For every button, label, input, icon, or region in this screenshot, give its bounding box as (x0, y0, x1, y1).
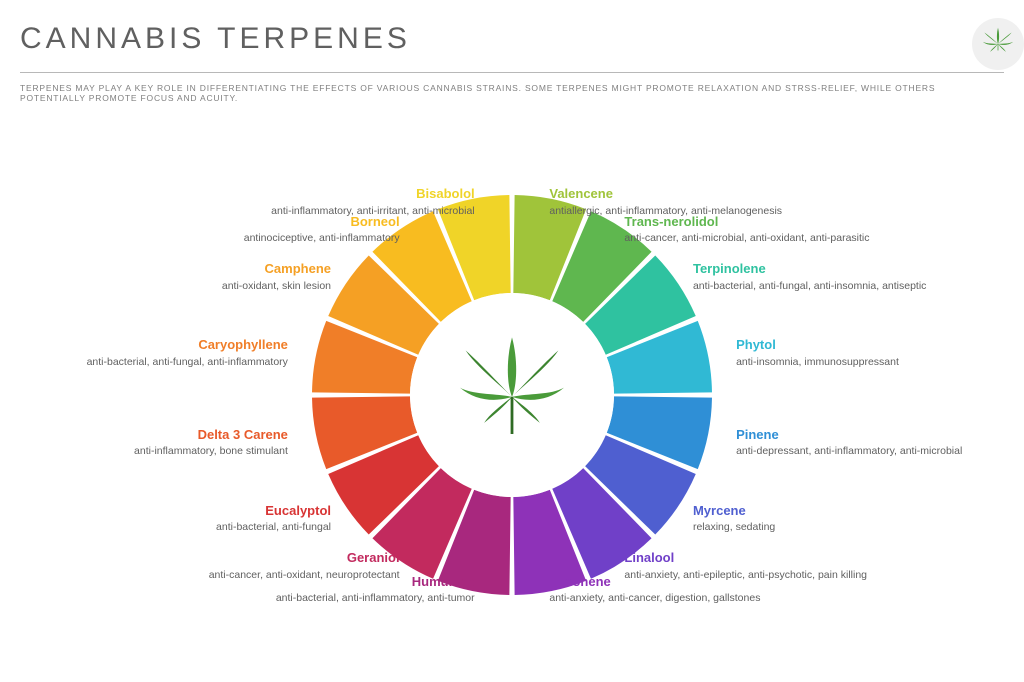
terpene-label: Phytol anti-insomnia, immunosuppressant (736, 336, 996, 369)
terpene-label: Camphene anti-oxidant, skin lesion (71, 260, 331, 293)
cannabis-leaf-icon (980, 26, 1016, 62)
terpene-desc: relaxing, sedating (693, 521, 775, 533)
terpene-desc: anti-bacterial, anti-fungal, anti-insomn… (693, 280, 926, 292)
terpene-name: Terpinolene (693, 260, 953, 278)
terpene-desc: anti-cancer, anti-microbial, anti-oxidan… (624, 232, 869, 244)
logo-badge (972, 18, 1024, 70)
terpene-name: Delta 3 Carene (28, 426, 288, 444)
terpene-label: Limoneneanti-anxiety, anti-cancer, diges… (549, 573, 809, 606)
terpene-name: Limonene (549, 573, 809, 591)
terpene-desc: anti-bacterial, anti-inflammatory, anti-… (276, 592, 475, 604)
terpene-label: Pineneanti-depressant, anti-inflammatory… (736, 426, 996, 459)
terpene-name: Caryophyllene (28, 336, 288, 354)
terpene-name: Eucalyptol (71, 502, 331, 520)
terpene-name: Camphene (71, 260, 331, 278)
terpene-label: Bisabolol anti-inflammatory, anti-irritan… (215, 185, 475, 218)
terpene-label: Eucalyptolanti-bacterial, anti-fungal (71, 502, 331, 535)
terpene-name: Bisabolol (215, 185, 475, 203)
terpene-name: Phytol (736, 336, 996, 354)
terpene-name: Myrcene (693, 502, 953, 520)
page-title: CANNABIS TERPENES (20, 22, 1004, 56)
terpene-desc: anti-insomnia, immunosuppressant (736, 356, 899, 368)
terpene-label: Delta 3 Careneanti-inflammatory, bone st… (28, 426, 288, 459)
terpene-name: Pinene (736, 426, 996, 444)
center-leaf (452, 330, 572, 460)
terpene-desc: anti-bacterial, anti-fungal, anti-inflam… (87, 356, 288, 368)
terpene-label: Caryophyllene anti-bacterial, anti-fungal… (28, 336, 288, 369)
terpene-desc: anti-inflammatory, bone stimulant (134, 445, 288, 457)
terpene-name: Trans-nerolidol (624, 213, 884, 231)
terpene-desc: antinociceptive, anti-inflammatory (244, 232, 400, 244)
terpene-label: Myrcenerelaxing, sedating (693, 502, 953, 535)
terpene-desc: anti-cancer, anti-oxidant, neuroprotecta… (209, 569, 400, 581)
terpene-label: Geraniol anti-cancer, anti-oxidant, neuro… (140, 549, 400, 582)
terpene-name: Geraniol (140, 549, 400, 567)
cannabis-leaf-icon (452, 330, 572, 460)
terpene-label: Trans-nerolidolanti-cancer, anti-microbi… (624, 213, 884, 246)
terpene-desc: anti-depressant, anti-inflammatory, anti… (736, 445, 962, 457)
terpene-name: Valencene (549, 185, 809, 203)
terpene-name: Linalool (624, 549, 884, 567)
terpene-label: Terpinolene anti-bacterial, anti-fungal, … (693, 260, 953, 293)
terpene-desc: anti-anxiety, anti-cancer, digestion, ga… (549, 592, 760, 604)
subtitle: TERPENES MAY PLAY A KEY ROLE IN DIFFEREN… (0, 73, 1024, 103)
terpene-desc: anti-inflammatory, anti-irritant, anti-m… (271, 205, 474, 217)
terpene-desc: anti-oxidant, skin lesion (222, 280, 331, 292)
terpene-desc: anti-bacterial, anti-fungal (216, 521, 331, 533)
